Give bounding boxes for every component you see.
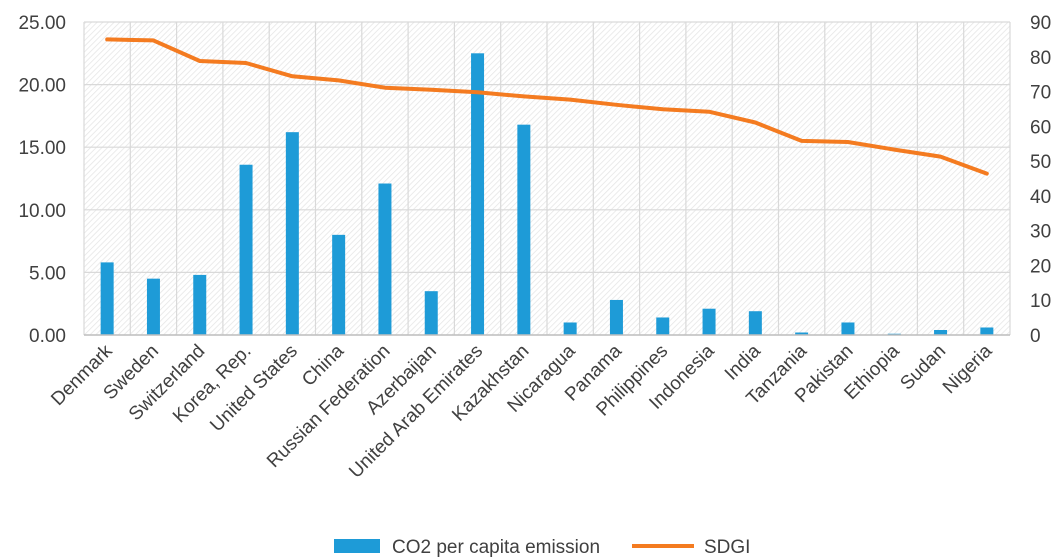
bar xyxy=(517,124,531,335)
bar xyxy=(332,234,346,335)
bar xyxy=(146,278,160,335)
bar xyxy=(471,53,485,336)
gridlines xyxy=(83,21,1011,336)
bar xyxy=(841,322,855,335)
bar xyxy=(378,183,392,335)
y-right-tick: 0 xyxy=(1030,326,1041,347)
y-left-tick: 25.00 xyxy=(18,13,66,34)
bar xyxy=(563,322,577,335)
legend-bar-label: CO2 per capita emission xyxy=(392,537,600,558)
y-right-tick: 60 xyxy=(1030,117,1051,138)
y-right-tick: 30 xyxy=(1030,222,1051,243)
x-tick-label: Nigeria xyxy=(939,340,997,398)
bar xyxy=(609,299,623,335)
legend: CO2 per capita emission SDGI xyxy=(334,537,750,558)
bar xyxy=(656,317,670,335)
y-right-tick: 10 xyxy=(1030,291,1051,312)
y-right-tick: 80 xyxy=(1030,48,1051,69)
co2-bars xyxy=(100,53,994,336)
bar xyxy=(100,262,114,335)
bar xyxy=(424,291,438,335)
y-right-tick: 40 xyxy=(1030,187,1051,208)
y-left-tick: 10.00 xyxy=(18,201,66,222)
y-left-tick: 0.00 xyxy=(29,326,66,347)
y-left-tick: 20.00 xyxy=(18,76,66,97)
bar xyxy=(748,311,762,335)
x-tick-label: Denmark xyxy=(47,340,117,410)
y-left-tick: 5.00 xyxy=(29,263,66,284)
y-right-tick: 70 xyxy=(1030,83,1051,104)
left-axis-ticks: 0.00 5.00 10.00 15.00 20.00 25.00 xyxy=(18,13,66,347)
y-left-tick: 15.00 xyxy=(18,138,66,159)
y-right-tick: 90 xyxy=(1030,13,1051,34)
bar xyxy=(934,329,948,335)
y-right-tick: 50 xyxy=(1030,152,1051,173)
bar xyxy=(795,332,809,335)
bar xyxy=(193,274,207,335)
legend-bar-swatch xyxy=(334,539,380,553)
sdgi-line xyxy=(105,37,989,176)
bar xyxy=(239,164,253,335)
right-axis-ticks: 0 10 20 30 40 50 60 70 80 90 xyxy=(1030,13,1051,347)
bar xyxy=(285,132,299,335)
y-right-tick: 20 xyxy=(1030,256,1051,277)
legend-line-label: SDGI xyxy=(704,537,750,558)
bar xyxy=(702,308,716,335)
bar xyxy=(980,327,994,335)
